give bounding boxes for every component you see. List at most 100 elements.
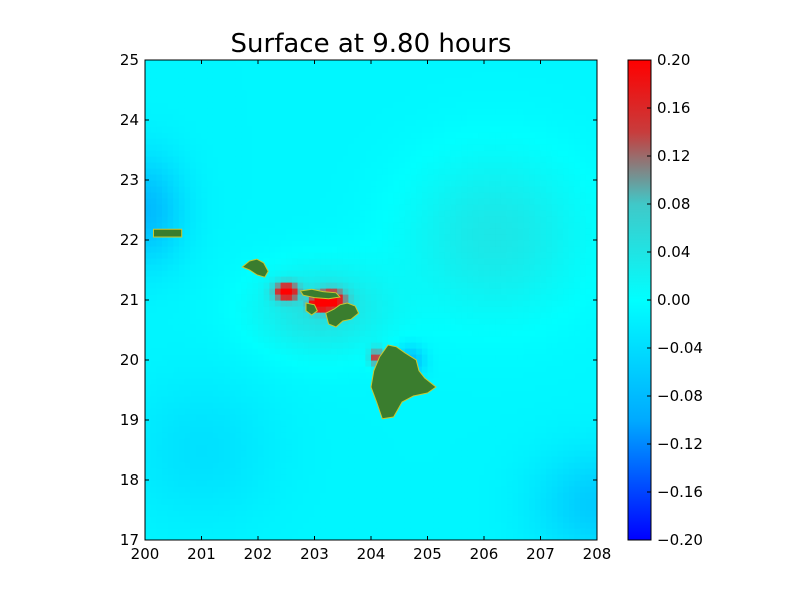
heatmap-cell [506, 438, 513, 445]
heatmap-cell [337, 390, 344, 397]
heatmap-cell [145, 270, 152, 277]
heatmap-cell [359, 498, 366, 505]
heatmap-cell [269, 414, 276, 421]
heatmap-cell [382, 438, 389, 445]
heatmap-cell [320, 330, 327, 337]
heatmap-cell [145, 432, 152, 439]
heatmap-cell [585, 318, 592, 325]
heatmap-cell [342, 462, 349, 469]
heatmap-cell [393, 498, 400, 505]
heatmap-cell [376, 522, 383, 529]
heatmap-cell [365, 378, 372, 385]
heatmap-cell [376, 348, 383, 355]
heatmap-cell [427, 462, 434, 469]
heatmap-cell [404, 492, 412, 499]
heatmap-cell [382, 432, 389, 439]
heatmap-cell [523, 528, 530, 535]
heatmap-cell [399, 324, 406, 331]
heatmap-cell [529, 528, 536, 535]
heatmap-cell [517, 462, 525, 469]
heatmap-cell [308, 216, 316, 223]
heatmap-cell [263, 330, 270, 337]
heatmap-cell [178, 534, 186, 540]
heatmap-cell [585, 210, 592, 217]
heatmap-cell [438, 534, 446, 540]
heatmap-cell [252, 288, 259, 295]
heatmap-cell [495, 390, 502, 397]
heatmap-cell [320, 234, 327, 241]
heatmap-cell [365, 240, 372, 247]
heatmap-cell [467, 264, 474, 271]
heatmap-cell [308, 174, 316, 181]
heatmap-cell [252, 276, 259, 283]
heatmap-cell [150, 180, 157, 187]
heatmap-cell [354, 516, 361, 523]
heatmap-cell [207, 210, 214, 217]
heatmap-cell [348, 282, 355, 289]
heatmap-cell [229, 420, 236, 427]
heatmap-cell [190, 216, 197, 223]
heatmap-cell [229, 276, 236, 283]
heatmap-cell [529, 210, 536, 217]
heatmap-cell [331, 252, 338, 259]
heatmap-cell [382, 498, 389, 505]
heatmap-cell [314, 474, 321, 481]
heatmap-cell [455, 270, 462, 277]
heatmap-cell [274, 456, 282, 463]
heatmap-cell [190, 408, 197, 415]
heatmap-cell [274, 414, 282, 421]
heatmap-cell [574, 384, 581, 391]
heatmap-cell [156, 162, 163, 169]
heatmap-cell [371, 240, 378, 247]
heatmap-cell [150, 288, 157, 295]
heatmap-cell [190, 354, 197, 361]
heatmap-cell [291, 498, 299, 505]
heatmap-cell [376, 444, 383, 451]
heatmap-cell [461, 384, 468, 391]
heatmap-cell [258, 216, 265, 223]
heatmap-cell [450, 390, 457, 397]
heatmap-cell [580, 384, 587, 391]
heatmap-cell [274, 372, 282, 379]
heatmap-cell [348, 504, 355, 511]
heatmap-cell [568, 402, 575, 409]
heatmap-cell [195, 492, 203, 499]
heatmap-cell [410, 264, 417, 271]
heatmap-cell [551, 276, 559, 283]
heatmap-cell [269, 258, 276, 265]
heatmap-cell [410, 474, 417, 481]
heatmap-cell [241, 492, 248, 499]
heatmap-cell [410, 402, 417, 409]
heatmap-cell [229, 510, 236, 517]
heatmap-cell [156, 486, 163, 493]
heatmap-cell [534, 324, 542, 331]
heatmap-cell [314, 396, 321, 403]
heatmap-cell [580, 318, 587, 325]
heatmap-cell [274, 318, 282, 325]
heatmap-cell [371, 186, 378, 193]
heatmap-cell [534, 372, 542, 379]
heatmap-cell [512, 246, 519, 253]
heatmap-cell [258, 438, 265, 445]
heatmap-cell [286, 300, 293, 307]
heatmap-cell [207, 432, 214, 439]
heatmap-cell [308, 162, 316, 169]
heatmap-cell [207, 288, 214, 295]
heatmap-cell [427, 432, 434, 439]
heatmap-cell [421, 438, 429, 445]
heatmap-cell [342, 456, 349, 463]
heatmap-cell [359, 402, 366, 409]
heatmap-cell [523, 480, 530, 487]
heatmap-cell [416, 216, 423, 223]
heatmap-cell [274, 522, 282, 529]
heatmap-cell [291, 192, 299, 199]
heatmap-cell [529, 198, 536, 205]
heatmap-cell [546, 480, 553, 487]
heatmap-cell [455, 354, 462, 361]
heatmap-cell [421, 360, 429, 367]
heatmap-cell [591, 336, 597, 343]
heatmap-cell [500, 276, 508, 283]
heatmap-cell [207, 420, 214, 427]
heatmap-cell [342, 492, 349, 499]
heatmap-cell [291, 180, 299, 187]
